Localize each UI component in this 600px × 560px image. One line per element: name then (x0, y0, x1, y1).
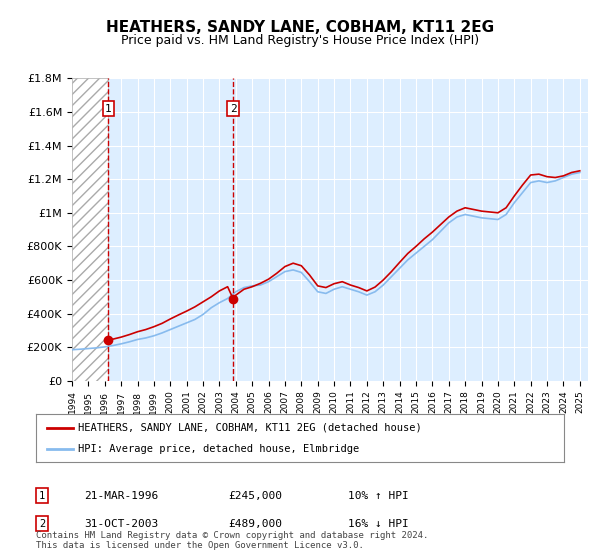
Text: 21-MAR-1996: 21-MAR-1996 (84, 491, 158, 501)
Text: 2: 2 (39, 519, 45, 529)
Text: HPI: Average price, detached house, Elmbridge: HPI: Average price, detached house, Elmb… (78, 444, 359, 454)
Text: 10% ↑ HPI: 10% ↑ HPI (348, 491, 409, 501)
Text: HEATHERS, SANDY LANE, COBHAM, KT11 2EG: HEATHERS, SANDY LANE, COBHAM, KT11 2EG (106, 20, 494, 35)
Text: £489,000: £489,000 (228, 519, 282, 529)
Text: HEATHERS, SANDY LANE, COBHAM, KT11 2EG (detached house): HEATHERS, SANDY LANE, COBHAM, KT11 2EG (… (78, 423, 422, 433)
Text: 1: 1 (105, 104, 112, 114)
Text: 31-OCT-2003: 31-OCT-2003 (84, 519, 158, 529)
Text: Contains HM Land Registry data © Crown copyright and database right 2024.
This d: Contains HM Land Registry data © Crown c… (36, 530, 428, 550)
Text: 16% ↓ HPI: 16% ↓ HPI (348, 519, 409, 529)
Text: Price paid vs. HM Land Registry's House Price Index (HPI): Price paid vs. HM Land Registry's House … (121, 34, 479, 46)
Text: 1: 1 (39, 491, 45, 501)
Text: 2: 2 (230, 104, 236, 114)
Text: £245,000: £245,000 (228, 491, 282, 501)
Bar (72, 78, 109, 381)
